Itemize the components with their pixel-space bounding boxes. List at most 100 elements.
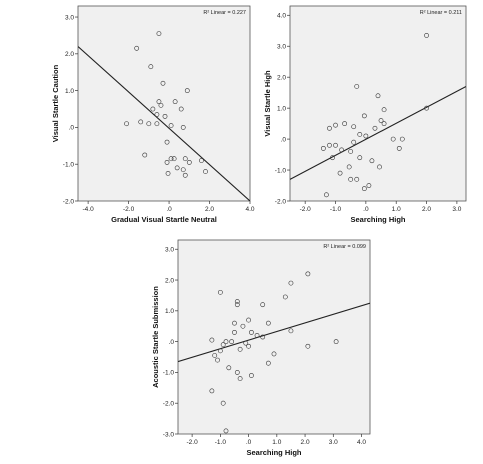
data-point xyxy=(203,169,208,174)
plot-visual-high-vs-searching: -2.0 -1.0 .0 1.0 2.0 3.0 -2.0 -1.0 .0 1.0 2.0 3.0 4.… xyxy=(263,5,467,224)
y-tick-label: -1.0 xyxy=(63,162,75,169)
x-tick-label: 2.0 xyxy=(422,206,431,213)
data-point xyxy=(146,121,152,127)
data-point xyxy=(260,302,266,308)
x-axis-label: Searching High xyxy=(246,448,301,457)
data-point xyxy=(232,320,237,326)
data-point xyxy=(249,373,254,378)
x-tick-label: 4.0 xyxy=(245,206,254,213)
data-point xyxy=(333,122,338,128)
data-point xyxy=(320,145,326,151)
data-point xyxy=(165,171,171,176)
x-axis-label: Gradual Visual Startle Neutral xyxy=(111,215,217,224)
data-point xyxy=(234,370,240,375)
y-tick-label: -3.0 xyxy=(163,431,175,438)
data-point xyxy=(305,271,311,277)
data-point xyxy=(199,158,204,163)
x-tick-label: .0 xyxy=(246,439,252,446)
data-point xyxy=(168,123,174,128)
plot-area xyxy=(289,5,467,202)
data-point xyxy=(390,136,396,142)
data-point xyxy=(354,84,360,89)
data-point xyxy=(220,342,226,348)
data-point xyxy=(381,107,387,113)
r-squared-label: R² Linear = 0.227 xyxy=(203,10,246,16)
data-point xyxy=(333,142,338,148)
data-point xyxy=(288,280,294,286)
data-point xyxy=(226,365,232,371)
data-point xyxy=(369,158,375,164)
data-point xyxy=(354,176,360,182)
linear-fit-line xyxy=(178,302,370,363)
x-tick-label: -1.0 xyxy=(330,206,342,213)
x-tick-label: 2.0 xyxy=(205,206,214,213)
data-point xyxy=(154,121,160,127)
y-tick-label: .0 xyxy=(281,136,287,143)
data-point xyxy=(220,400,226,406)
y-tick-label: -1.0 xyxy=(163,370,175,377)
y-tick-label: 3.0 xyxy=(65,14,74,21)
data-point xyxy=(366,183,372,188)
x-tick-label: 3.0 xyxy=(452,206,461,213)
data-point xyxy=(240,323,246,329)
data-point xyxy=(217,348,223,354)
data-point xyxy=(182,156,188,162)
data-point xyxy=(209,337,215,343)
data-point xyxy=(178,106,184,112)
data-point xyxy=(180,125,186,130)
data-point xyxy=(160,80,166,86)
data-point xyxy=(158,102,164,108)
y-tick-label: -2.0 xyxy=(163,401,175,408)
plot-area xyxy=(177,239,371,435)
data-point xyxy=(424,105,429,111)
data-point xyxy=(232,329,237,335)
x-tick-label: .0 xyxy=(363,206,369,213)
r-squared-label: R² Linear = 0.099 xyxy=(323,244,366,250)
data-point xyxy=(265,320,271,326)
plot-caution-vs-neutral: -4.0 -2.0 .0 2.0 4.0 -2.0 -1.0 .0 1.0 2.0 3.0 R² Li… xyxy=(51,5,255,224)
x-tick-label: 3.0 xyxy=(329,439,338,446)
x-axis-label: Searching High xyxy=(350,215,405,224)
data-point xyxy=(260,334,266,340)
data-point xyxy=(182,172,188,178)
data-point xyxy=(246,317,251,323)
data-point xyxy=(156,99,162,105)
plot-acoustic-vs-searching: -2.0 -1.0 .0 1.0 2.0 3.0 4.0 -3.0 -2.0 -1.0 .0 1.0 2… xyxy=(151,239,371,457)
data-point xyxy=(342,121,348,127)
y-tick-label: 2.0 xyxy=(277,74,286,81)
x-tick-label: 1.0 xyxy=(272,439,281,446)
x-tick-label: -2.0 xyxy=(300,206,312,213)
data-point xyxy=(223,428,229,434)
data-point xyxy=(172,99,178,105)
data-point xyxy=(237,346,243,352)
data-point xyxy=(361,186,367,192)
data-point xyxy=(271,351,277,357)
data-point xyxy=(351,139,357,145)
x-tick-label: -2.0 xyxy=(187,439,199,446)
y-tick-label: .0 xyxy=(169,339,175,346)
data-point xyxy=(372,125,378,131)
data-point xyxy=(346,164,352,170)
data-point xyxy=(174,165,180,171)
data-point xyxy=(243,340,249,346)
data-point xyxy=(246,343,251,349)
data-point xyxy=(363,133,369,139)
data-point xyxy=(381,121,387,127)
y-tick-label: 4.0 xyxy=(277,13,286,20)
y-tick-label: 3.0 xyxy=(277,44,286,51)
data-point xyxy=(348,176,354,182)
data-point xyxy=(171,156,177,162)
data-point xyxy=(217,289,223,295)
linear-fit-line xyxy=(290,85,466,180)
data-point xyxy=(254,333,260,338)
data-point xyxy=(229,339,235,345)
data-point xyxy=(377,164,382,170)
y-tick-label: 1.0 xyxy=(165,308,174,315)
data-point xyxy=(162,113,168,119)
data-point xyxy=(351,124,357,130)
plot-area xyxy=(77,5,251,202)
y-axis-label: Visual Startle Caution xyxy=(51,64,60,142)
data-point xyxy=(164,159,170,165)
r-squared-label: R² Linear = 0.211 xyxy=(420,10,462,16)
